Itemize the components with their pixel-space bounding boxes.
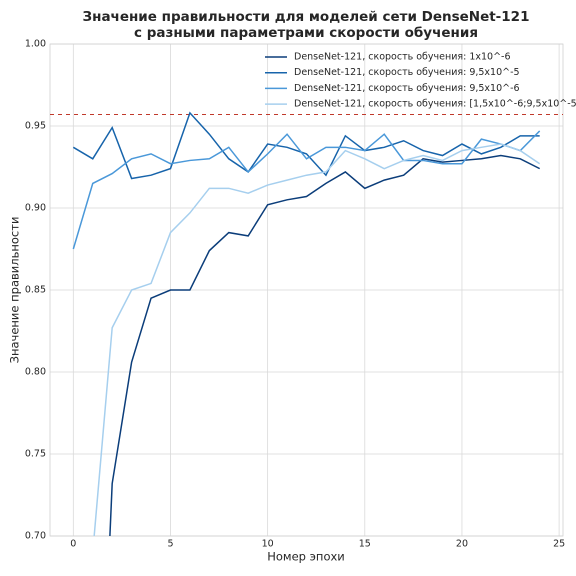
- series-line: [72, 111, 540, 180]
- y-tick-label: 0.85: [25, 285, 46, 296]
- y-tick-label: 1.00: [25, 39, 46, 50]
- x-tick-label: 10: [262, 539, 274, 550]
- series-line: [72, 130, 541, 250]
- x-tick-label: 25: [553, 539, 565, 550]
- y-tick-label: 0.90: [25, 203, 46, 214]
- plot-area: [50, 111, 563, 536]
- legend-label: DenseNet-121, скорость обучения: [1,5x10…: [294, 99, 576, 110]
- y-tick-label: 0.95: [25, 121, 46, 132]
- plot-frame: [49, 43, 564, 537]
- legend-label: DenseNet-121, скорость обучения: 9,5x10^…: [294, 67, 520, 78]
- series-line: [93, 143, 541, 536]
- chart-title: с разными параметрами скорости обучения: [134, 25, 478, 41]
- x-tick-label: 0: [70, 539, 76, 550]
- x-tick-label: 15: [359, 539, 371, 550]
- legend-label: DenseNet-121, скорость обучения: 1x10^-6: [294, 52, 511, 63]
- y-axis-label: Значение правильности: [8, 217, 22, 364]
- series-line: [109, 154, 541, 536]
- y-tick-label: 0.80: [25, 367, 46, 378]
- x-tick-label: 5: [167, 539, 173, 550]
- x-tick-label: 20: [456, 539, 468, 550]
- chart-title: Значение правильности для моделей сети D…: [83, 9, 530, 25]
- x-axis-label: Номер эпохи: [267, 550, 345, 564]
- y-tick-label: 0.75: [25, 449, 46, 460]
- y-tick-label: 0.70: [25, 531, 46, 542]
- legend-label: DenseNet-121, скорость обучения: 9,5x10^…: [294, 83, 520, 94]
